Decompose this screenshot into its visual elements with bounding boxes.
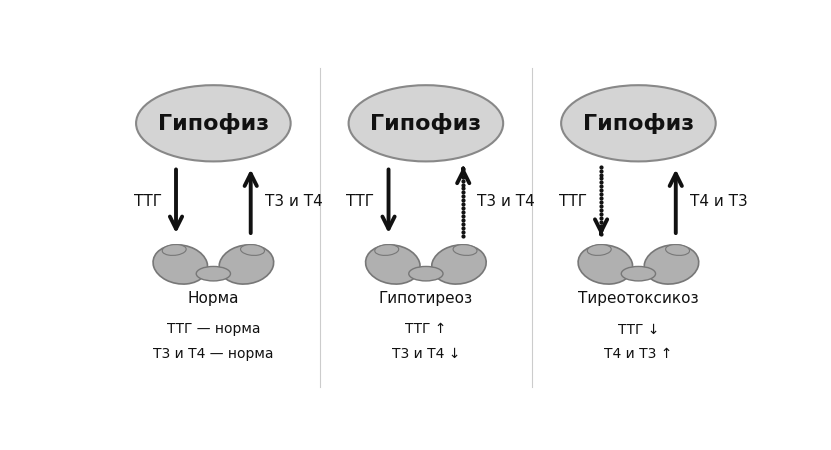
Ellipse shape <box>588 244 612 256</box>
Text: Т3 и Т4 — норма: Т3 и Т4 — норма <box>153 346 273 361</box>
Ellipse shape <box>666 244 690 256</box>
Ellipse shape <box>561 85 715 162</box>
Text: Т3 и Т4 ↓: Т3 и Т4 ↓ <box>391 346 460 361</box>
Text: ТТГ ↓: ТТГ ↓ <box>617 323 659 337</box>
Text: Тиреотоксикоз: Тиреотоксикоз <box>578 291 699 306</box>
Text: Т4 и Т3 ↑: Т4 и Т3 ↑ <box>604 346 672 361</box>
Text: Норма: Норма <box>188 291 239 306</box>
Text: Т3 и Т4: Т3 и Т4 <box>265 194 322 209</box>
Ellipse shape <box>136 85 291 162</box>
Text: ТТГ: ТТГ <box>347 194 374 209</box>
Text: ТТГ: ТТГ <box>134 194 162 209</box>
Ellipse shape <box>196 266 230 281</box>
Ellipse shape <box>375 244 399 256</box>
Text: Гипофиз: Гипофиз <box>583 113 694 134</box>
Ellipse shape <box>153 245 208 284</box>
Text: ТТГ ↑: ТТГ ↑ <box>406 323 446 337</box>
Text: Т3 и Т4: Т3 и Т4 <box>477 194 535 209</box>
Ellipse shape <box>409 266 443 281</box>
Ellipse shape <box>349 85 504 162</box>
Ellipse shape <box>240 244 264 256</box>
Ellipse shape <box>644 245 699 284</box>
Ellipse shape <box>366 245 420 284</box>
Text: ТТГ: ТТГ <box>559 194 587 209</box>
Ellipse shape <box>622 266 656 281</box>
Ellipse shape <box>431 245 486 284</box>
Ellipse shape <box>453 244 477 256</box>
Text: ТТГ — норма: ТТГ — норма <box>166 323 260 337</box>
Ellipse shape <box>219 245 273 284</box>
Text: Гипотиреоз: Гипотиреоз <box>379 291 473 306</box>
Text: Т4 и Т3: Т4 и Т3 <box>690 194 748 209</box>
Ellipse shape <box>162 244 186 256</box>
Text: Гипофиз: Гипофиз <box>371 113 481 134</box>
Ellipse shape <box>578 245 632 284</box>
Text: Гипофиз: Гипофиз <box>158 113 269 134</box>
